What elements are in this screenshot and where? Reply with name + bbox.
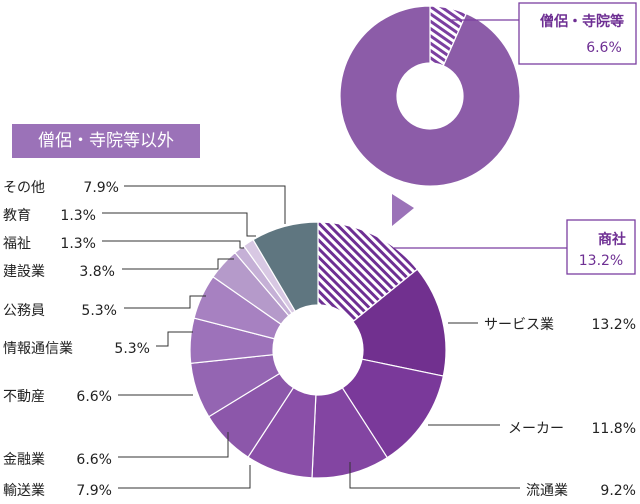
value-distribution: 9.2% — [600, 483, 636, 499]
top-donut-chart — [339, 5, 521, 187]
leader-lines — [102, 185, 520, 489]
label-welfare: 福祉 — [3, 236, 31, 252]
value-transport: 7.9% — [76, 483, 112, 499]
shosha-callout-value: 13.2% — [579, 253, 623, 269]
label-service-industry: サービス業 — [484, 317, 554, 333]
label-finance: 金融業 — [3, 452, 45, 468]
top-callout-label: 僧侶・寺院等 — [540, 13, 624, 30]
leader-line-4 — [102, 212, 256, 237]
leader-line-7 — [124, 295, 206, 309]
leader-line-2 — [349, 462, 520, 489]
value-civil-servant: 5.3% — [81, 303, 117, 319]
main-donut-slice-1 — [352, 268, 447, 377]
value-manufacturer: 11.8% — [592, 421, 636, 437]
value-ict: 5.3% — [114, 341, 150, 357]
label-ict: 情報通信業 — [3, 341, 73, 357]
label-construction: 建設業 — [3, 264, 45, 280]
top-donut-slice-1 — [339, 5, 521, 187]
leader-line-6 — [122, 258, 234, 270]
value-welfare: 1.3% — [60, 236, 96, 252]
value-other: 7.9% — [83, 180, 119, 196]
shosha-callout-box — [566, 219, 636, 275]
callout-arrow-icon — [392, 194, 414, 226]
label-transport: 輸送業 — [3, 483, 45, 499]
value-real-estate: 6.6% — [76, 389, 112, 405]
main-donut-slice-12 — [252, 221, 319, 313]
label-real-estate: 不動産 — [3, 389, 45, 405]
value-education: 1.3% — [60, 208, 96, 224]
leader-line-5 — [102, 240, 244, 249]
leader-line-3 — [124, 185, 286, 224]
leader-line-10 — [118, 432, 229, 458]
chart-title-box — [12, 124, 200, 158]
label-civil-servant: 公務員 — [3, 303, 45, 319]
label-distribution: 流通業 — [526, 483, 568, 499]
label-education: 教育 — [3, 208, 31, 224]
value-construction: 3.8% — [79, 264, 115, 280]
main-donut-chart — [189, 221, 447, 479]
top-callout-box — [518, 2, 637, 65]
chart-title: 僧侶・寺院等以外 — [38, 131, 174, 151]
label-other: その他 — [3, 180, 45, 196]
top-callout-value: 6.6% — [586, 40, 622, 56]
leader-line-8 — [156, 331, 193, 347]
value-finance: 6.6% — [76, 452, 112, 468]
shosha-callout-label: 商社 — [598, 231, 626, 248]
value-service-industry: 13.2% — [592, 317, 636, 333]
leader-line-11 — [118, 465, 251, 489]
label-manufacturer: メーカー — [508, 421, 564, 437]
main-donut-slice-0 — [317, 221, 419, 323]
